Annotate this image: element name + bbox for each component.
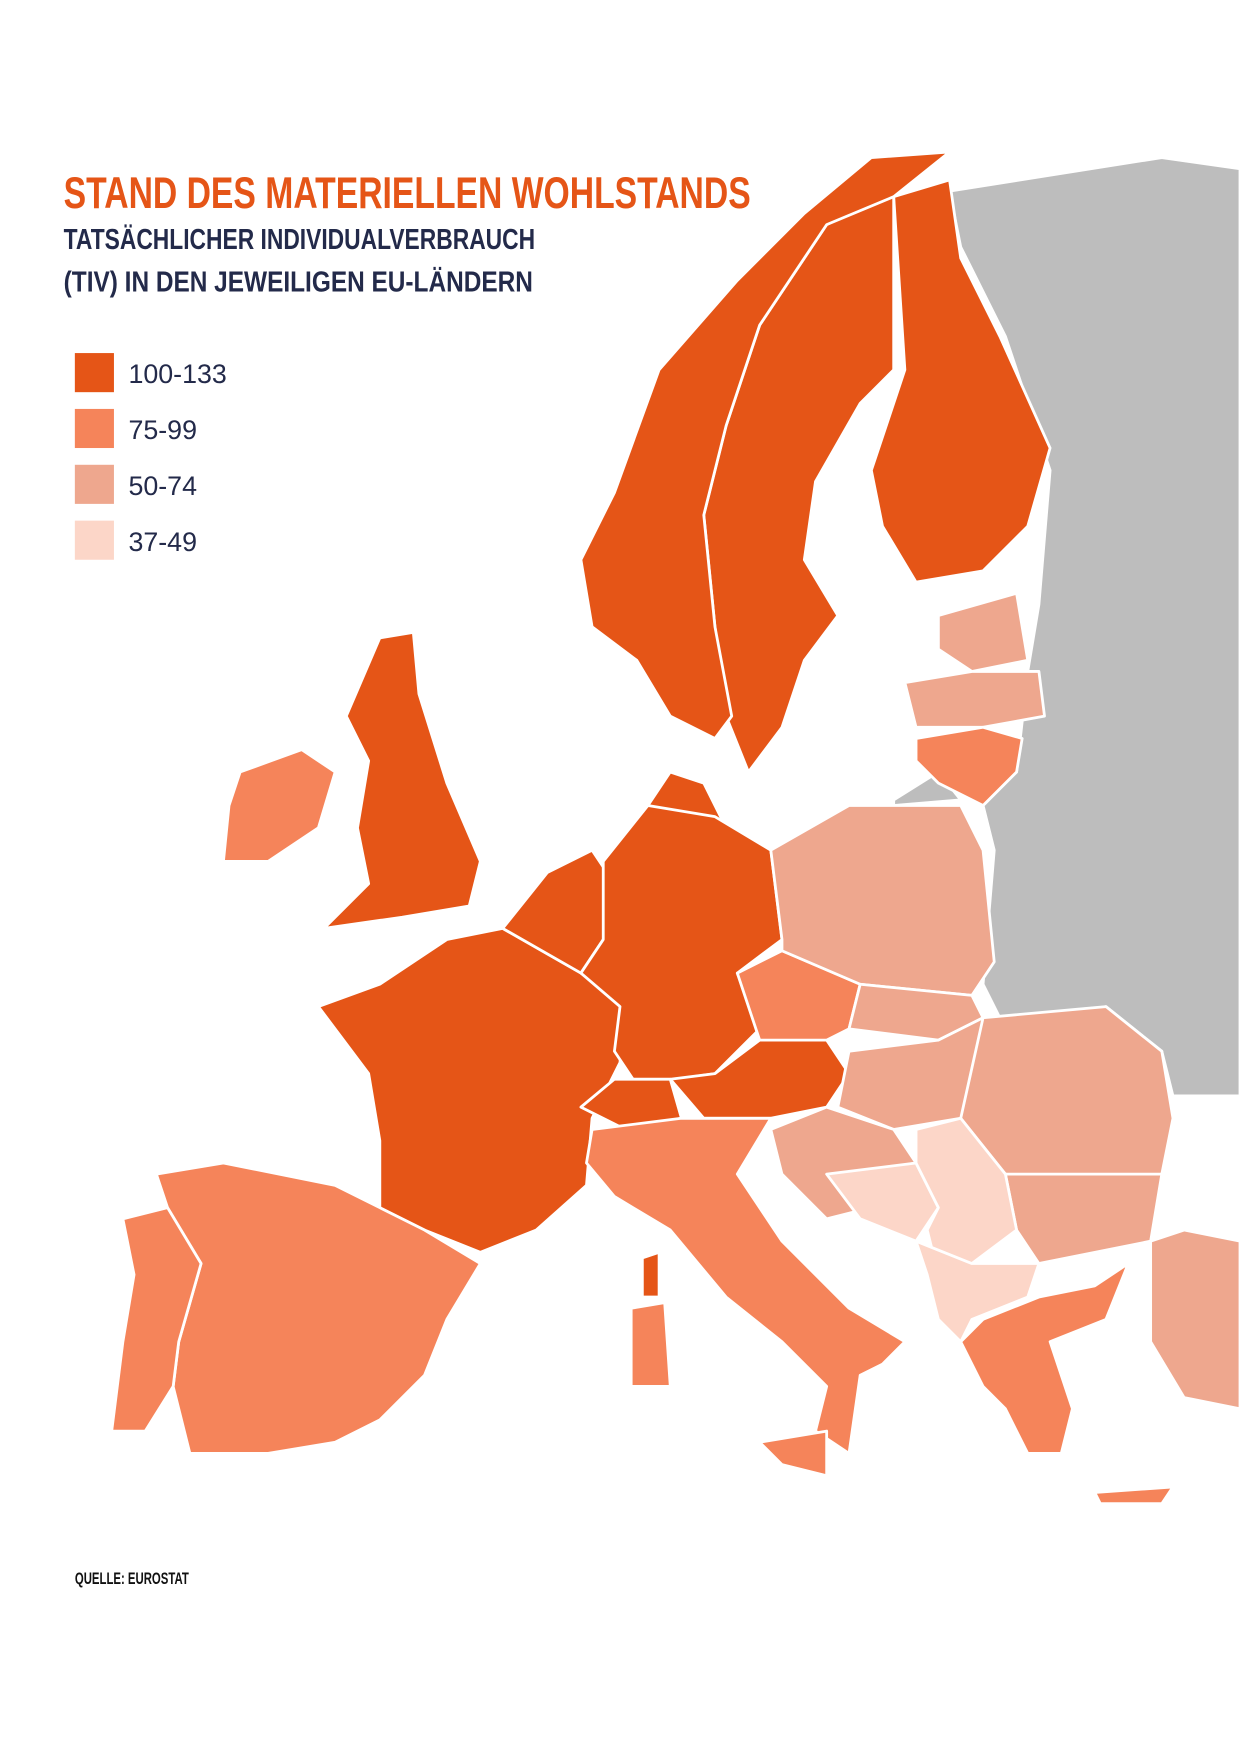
country bbox=[702, 189, 896, 774]
source: QUELLE: EUROSTAT bbox=[75, 1569, 189, 1588]
country bbox=[110, 1206, 203, 1433]
country bbox=[629, 1301, 672, 1388]
subtitle: (TIV) IN DEN JEWEILIGEN EU-LÄNDERN bbox=[64, 266, 533, 299]
country bbox=[959, 1262, 1130, 1455]
country bbox=[825, 1161, 940, 1243]
country bbox=[322, 630, 482, 930]
legend-label: 50-74 bbox=[128, 471, 197, 501]
country bbox=[914, 725, 1024, 807]
country bbox=[914, 1239, 1041, 1344]
country bbox=[585, 1116, 907, 1455]
country bbox=[579, 150, 951, 740]
legend-label: 75-99 bbox=[128, 415, 197, 445]
country bbox=[222, 748, 337, 863]
country bbox=[1093, 1485, 1175, 1506]
country bbox=[769, 804, 996, 997]
country bbox=[579, 804, 784, 1087]
title: STAND DES MATERIELLEN WOHLSTANDS bbox=[64, 169, 751, 218]
legend-label: 100-133 bbox=[128, 359, 226, 389]
legend-label: 37-49 bbox=[128, 527, 197, 557]
legend-swatch bbox=[74, 353, 114, 393]
country bbox=[1149, 1228, 1240, 1411]
country bbox=[903, 670, 1046, 729]
map-shapes bbox=[110, 150, 1240, 1506]
country bbox=[869, 178, 1052, 584]
country bbox=[936, 591, 1030, 673]
legend-swatch bbox=[74, 464, 114, 504]
subtitle: TATSÄCHLICHER INDIVIDUALVERBRAUCH bbox=[64, 223, 535, 256]
legend: 100-133 75-99 50-74 37-49 bbox=[74, 353, 227, 560]
legend-swatch bbox=[74, 408, 114, 449]
country bbox=[1004, 1172, 1164, 1265]
country bbox=[640, 1250, 661, 1299]
country bbox=[758, 1429, 829, 1478]
legend-swatch bbox=[74, 520, 114, 560]
